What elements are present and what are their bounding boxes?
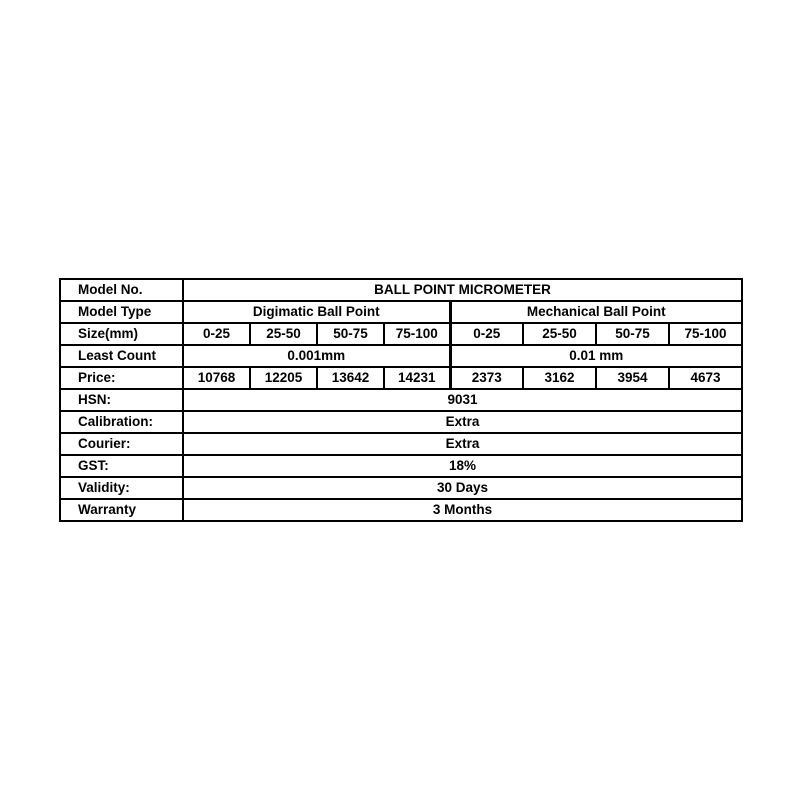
hsn-value: 9031: [182, 388, 743, 412]
least-count-label: Least Count: [59, 344, 184, 368]
price-label: Price:: [59, 366, 184, 390]
model-type-mechanical: Mechanical Ball Point: [448, 300, 743, 324]
row-model-no: Model No. BALL POINT MICROMETER: [59, 278, 743, 302]
model-type-digimatic: Digimatic Ball Point: [182, 300, 451, 324]
price-value: 14231: [383, 366, 451, 390]
price-value: 13642: [316, 366, 385, 390]
least-count-mechanical: 0.01 mm: [448, 344, 743, 368]
size-value: 75-100: [383, 322, 451, 346]
calibration-label: Calibration:: [59, 410, 184, 434]
hsn-label: HSN:: [59, 388, 184, 412]
calibration-value: Extra: [182, 410, 743, 434]
row-price: Price: 10768 12205 13642 14231 2373 3162…: [59, 366, 743, 390]
size-label: Size(mm): [59, 322, 184, 346]
price-value: 12205: [249, 366, 318, 390]
warranty-value: 3 Months: [182, 498, 743, 522]
model-no-value: BALL POINT MICROMETER: [182, 278, 743, 302]
size-value: 25-50: [249, 322, 318, 346]
row-size: Size(mm) 0-25 25-50 50-75 75-100 0-25 25…: [59, 322, 743, 346]
price-value: 10768: [182, 366, 251, 390]
size-value: 0-25: [182, 322, 251, 346]
courier-label: Courier:: [59, 432, 184, 456]
row-validity: Validity: 30 Days: [59, 476, 743, 500]
row-hsn: HSN: 9031: [59, 388, 743, 412]
row-courier: Courier: Extra: [59, 432, 743, 456]
model-type-label: Model Type: [59, 300, 184, 324]
row-least-count: Least Count 0.001mm 0.01 mm: [59, 344, 743, 368]
spec-table: Model No. BALL POINT MICROMETER Model Ty…: [59, 278, 743, 522]
least-count-digimatic: 0.001mm: [182, 344, 451, 368]
row-model-type: Model Type Digimatic Ball Point Mechanic…: [59, 300, 743, 324]
size-value: 75-100: [668, 322, 743, 346]
price-value: 2373: [448, 366, 524, 390]
gst-value: 18%: [182, 454, 743, 478]
size-value: 0-25: [448, 322, 524, 346]
row-calibration: Calibration: Extra: [59, 410, 743, 434]
validity-value: 30 Days: [182, 476, 743, 500]
size-value: 50-75: [595, 322, 670, 346]
price-value: 3954: [595, 366, 670, 390]
row-warranty: Warranty 3 Months: [59, 498, 743, 522]
courier-value: Extra: [182, 432, 743, 456]
model-no-label: Model No.: [59, 278, 184, 302]
gst-label: GST:: [59, 454, 184, 478]
row-gst: GST: 18%: [59, 454, 743, 478]
validity-label: Validity:: [59, 476, 184, 500]
size-value: 25-50: [522, 322, 597, 346]
size-value: 50-75: [316, 322, 385, 346]
price-value: 4673: [668, 366, 743, 390]
warranty-label: Warranty: [59, 498, 184, 522]
price-value: 3162: [522, 366, 597, 390]
